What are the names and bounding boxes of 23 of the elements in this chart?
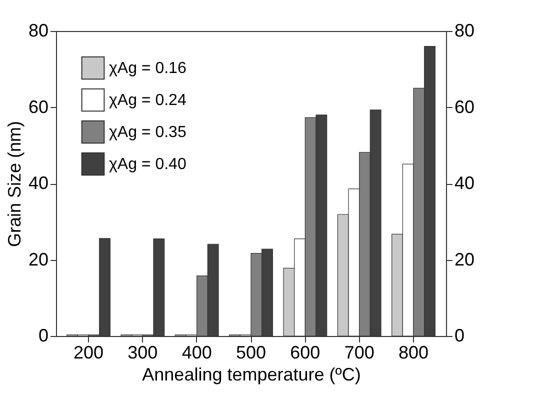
x-axis-title: Annealing temperature (ºC) <box>142 364 361 384</box>
y2-tick-label: 60 <box>454 96 475 117</box>
y-axis-title: Grain Size (nm) <box>4 120 24 248</box>
x-tick-label: 700 <box>344 342 374 362</box>
y-tick-label: 40 <box>28 173 48 193</box>
legend-label: χAg = 0.24 <box>109 92 186 109</box>
legend-label: χAg = 0.35 <box>109 124 186 141</box>
y2-tick-label: 80 <box>454 20 475 40</box>
x-tick-label: 500 <box>236 342 266 362</box>
x-tick-label: 600 <box>290 342 320 362</box>
y-tick-label: 60 <box>28 96 48 117</box>
x-tick-label: 200 <box>73 342 104 362</box>
x-tick-label: 400 <box>182 342 212 362</box>
y-tick-label: 20 <box>28 249 48 270</box>
y-tick-label: 0 <box>38 326 48 346</box>
legend-label: χAg = 0.40 <box>109 156 186 173</box>
y-tick-label: 80 <box>28 20 48 40</box>
y2-tick-label: 40 <box>454 173 475 193</box>
x-tick-label: 300 <box>128 342 158 362</box>
y2-tick-label: 0 <box>454 326 465 346</box>
y2-tick-label: 20 <box>454 249 475 270</box>
legend-label: χAg = 0.16 <box>109 60 186 77</box>
x-tick-label: 800 <box>398 342 429 362</box>
